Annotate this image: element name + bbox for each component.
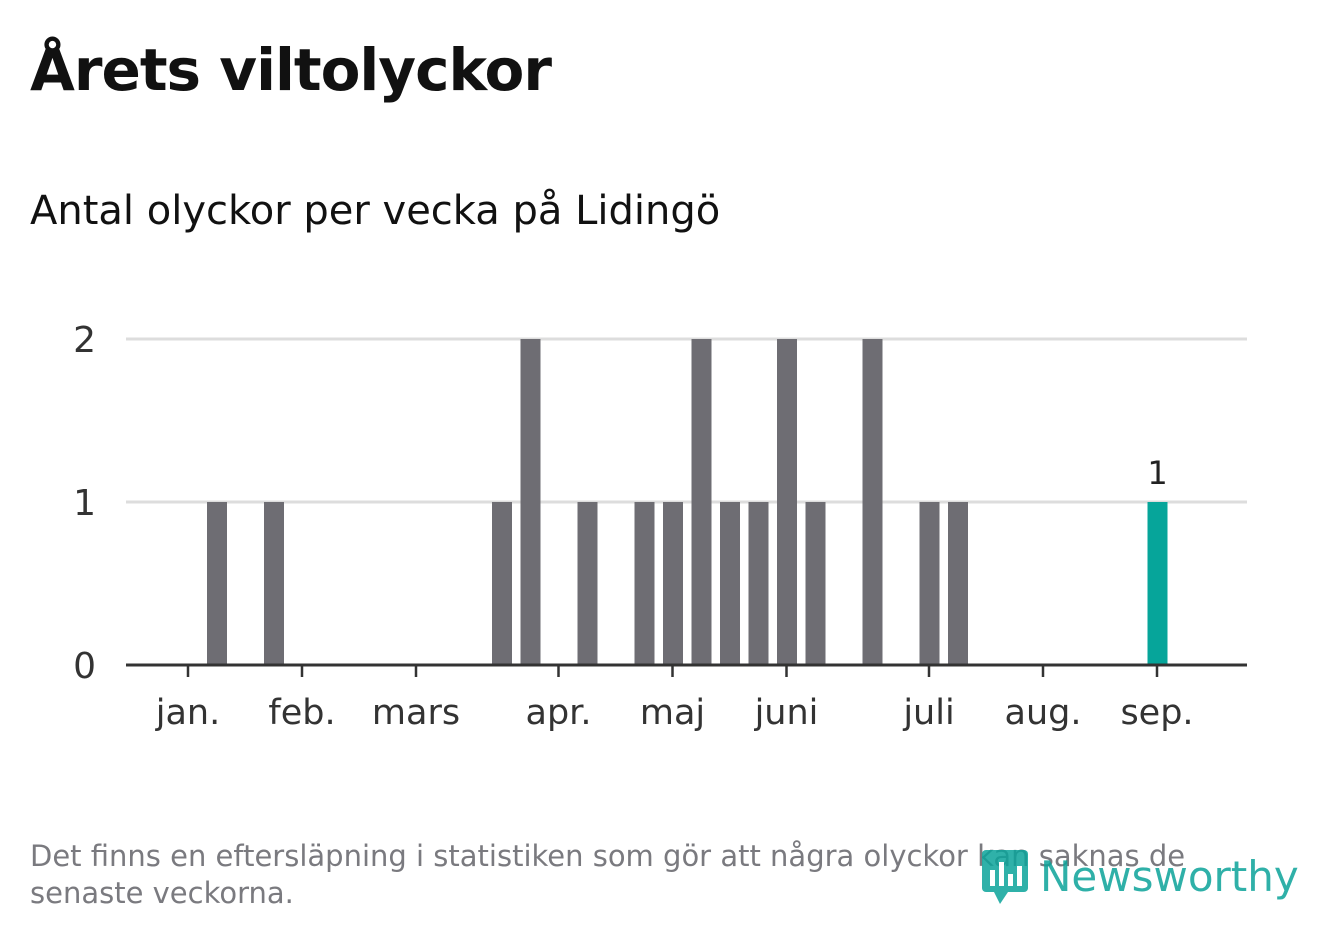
bar xyxy=(948,502,968,665)
x-tick-label: juli xyxy=(902,693,954,733)
bar xyxy=(520,339,541,665)
bar-chart-speech-bubble-icon xyxy=(982,850,1028,904)
x-tick-label: feb. xyxy=(268,693,335,733)
bar xyxy=(777,339,797,665)
y-tick-label: 2 xyxy=(73,320,96,361)
bar xyxy=(663,502,683,665)
data-label: 1 xyxy=(1147,454,1167,492)
bar xyxy=(577,502,598,665)
bar xyxy=(862,339,883,665)
highlight-bar xyxy=(1147,502,1168,665)
bar xyxy=(919,502,940,665)
bar xyxy=(264,502,284,665)
newsworthy-logo: Newsworthy xyxy=(980,846,1299,906)
x-tick-label: apr. xyxy=(526,693,592,733)
x-tick-label: jan. xyxy=(155,693,220,733)
bar xyxy=(634,502,655,665)
brand-name: Newsworthy xyxy=(1040,851,1299,901)
bar xyxy=(492,502,512,665)
bar xyxy=(748,502,769,665)
x-tick-label: aug. xyxy=(1005,693,1082,733)
bar xyxy=(805,502,826,665)
x-tick-label: maj xyxy=(640,693,705,733)
x-tick-label: juni xyxy=(754,693,819,733)
y-tick-label: 1 xyxy=(73,483,96,524)
y-tick-label: 0 xyxy=(73,646,96,687)
x-tick-label: sep. xyxy=(1120,693,1193,733)
bar xyxy=(720,502,740,665)
bar xyxy=(207,502,227,665)
chart-title: Årets viltolyckor xyxy=(30,36,552,104)
chart-subtitle: Antal olyckor per vecka på Lidingö xyxy=(30,188,721,234)
x-tick-label: mars xyxy=(372,693,460,733)
bar xyxy=(691,339,712,665)
